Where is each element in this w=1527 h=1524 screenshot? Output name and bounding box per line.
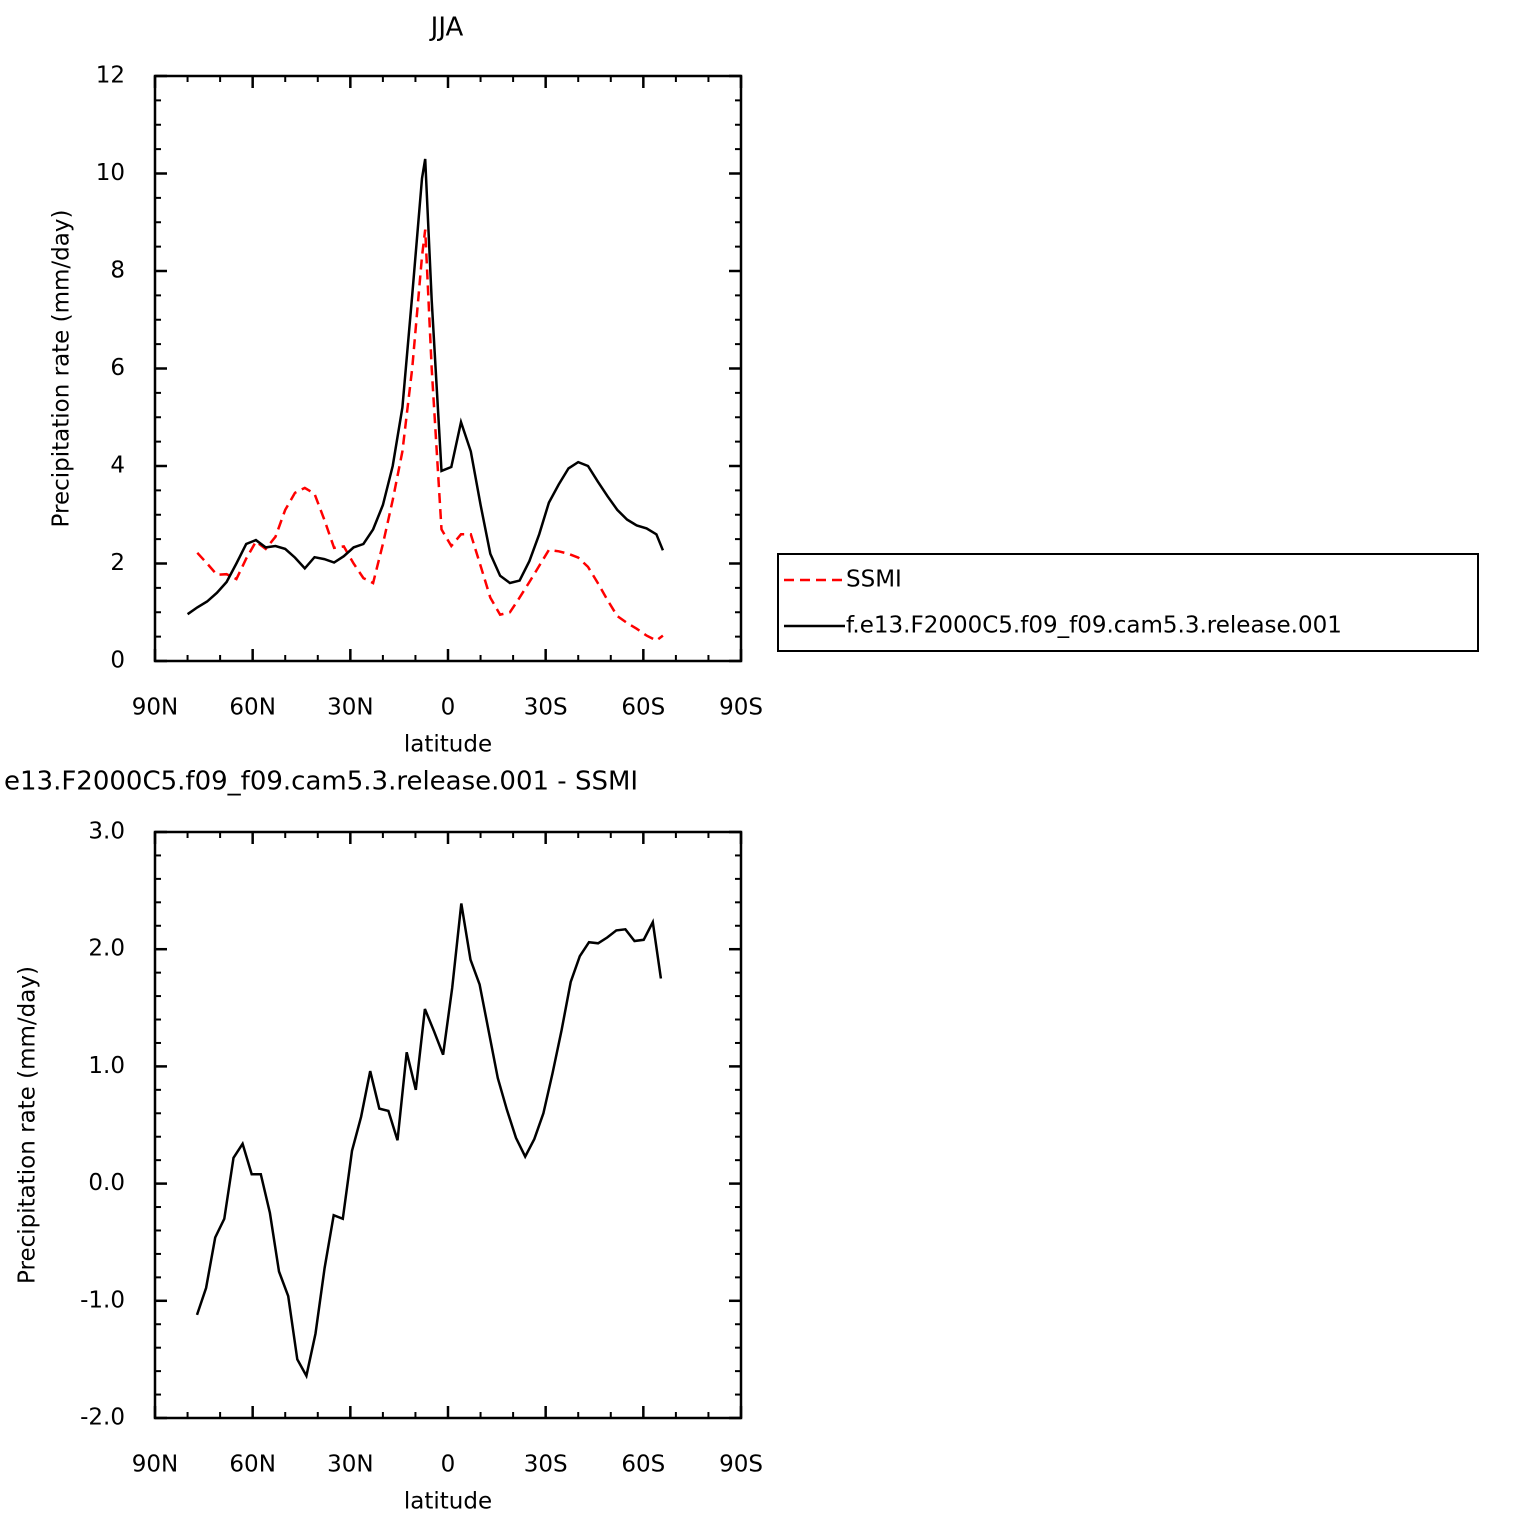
y-tick-label: 8 bbox=[110, 258, 125, 284]
y-tick-label: -2.0 bbox=[80, 1405, 125, 1431]
y-axis-label: Precipitation rate (mm/day) bbox=[49, 210, 75, 528]
y-axis-label: Precipitation rate (mm/day) bbox=[15, 966, 41, 1284]
y-tick-label: 4 bbox=[110, 453, 125, 479]
x-tick-label: 90S bbox=[719, 1452, 763, 1478]
y-tick-label: 1.0 bbox=[88, 1053, 125, 1079]
y-tick-label: 3.0 bbox=[88, 819, 125, 845]
y-tick-label: 2.0 bbox=[88, 936, 125, 962]
data-line bbox=[186, 158, 665, 616]
x-tick-label: 60S bbox=[621, 695, 665, 721]
x-axis-label: latitude bbox=[404, 1489, 492, 1515]
data-line bbox=[196, 229, 664, 642]
y-tick-label: 2 bbox=[110, 550, 125, 576]
legend-label: f.e13.F2000C5.f09_f09.cam5.3.release.001 bbox=[846, 613, 1342, 639]
y-tick-label: 6 bbox=[110, 355, 125, 381]
x-tick-label: 60N bbox=[229, 695, 275, 721]
legend-box bbox=[777, 553, 1479, 652]
x-tick-label: 30S bbox=[524, 1452, 568, 1478]
plot-frame bbox=[153, 74, 743, 663]
y-tick-label: 0 bbox=[110, 648, 125, 674]
x-tick-label: 90S bbox=[719, 695, 763, 721]
y-tick-label: 10 bbox=[96, 160, 125, 186]
chart-title: JJA bbox=[429, 13, 464, 43]
x-tick-label: 0 bbox=[441, 695, 456, 721]
y-tick-label: -1.0 bbox=[80, 1287, 125, 1313]
x-tick-label: 60S bbox=[621, 1452, 665, 1478]
legend-label: SSMI bbox=[846, 567, 902, 593]
x-tick-label: 90N bbox=[132, 695, 178, 721]
data-line bbox=[195, 903, 663, 1380]
x-tick-label: 60N bbox=[229, 1452, 275, 1478]
y-tick-label: 12 bbox=[96, 63, 125, 89]
y-tick-label: 0.0 bbox=[88, 1170, 125, 1196]
x-tick-label: 90N bbox=[132, 1452, 178, 1478]
x-tick-label: 30N bbox=[327, 1452, 373, 1478]
x-axis-label: latitude bbox=[404, 732, 492, 758]
x-tick-label: 0 bbox=[441, 1452, 456, 1478]
chart-title: e13.F2000C5.f09_f09.cam5.3.release.001 -… bbox=[4, 767, 638, 797]
x-tick-label: 30N bbox=[327, 695, 373, 721]
x-tick-label: 30S bbox=[524, 695, 568, 721]
